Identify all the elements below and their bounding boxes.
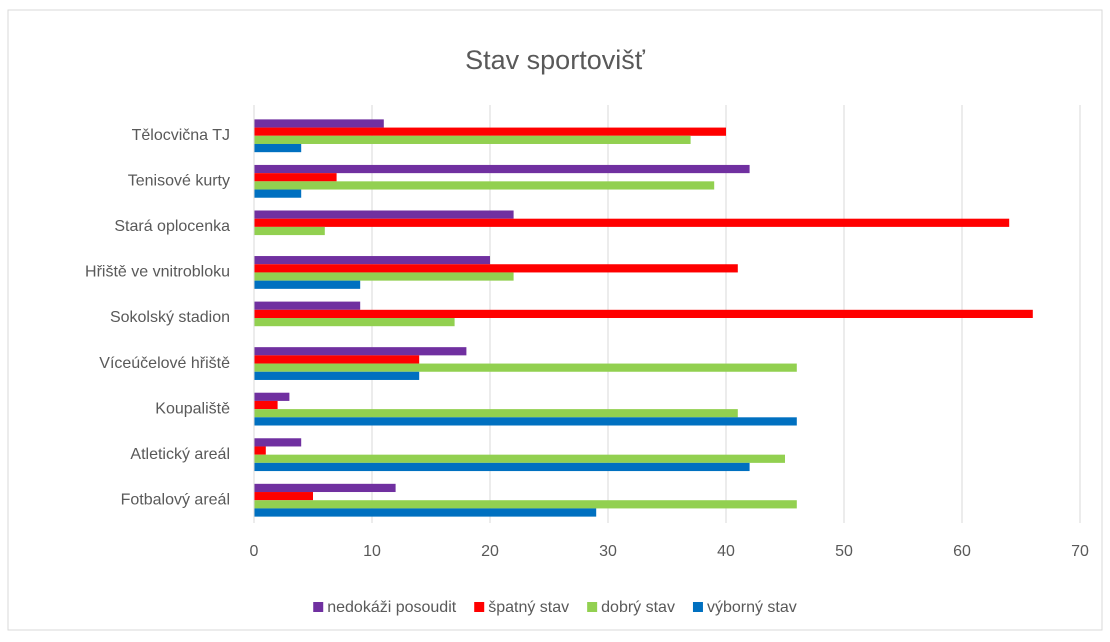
legend-label: výborný stav [707,599,797,616]
bar [254,500,797,509]
bar [254,355,420,364]
legend-swatch [692,602,703,612]
bar [254,135,691,144]
bar [254,483,396,493]
y-tick-label: Fotbalový areál [121,491,230,508]
bar [254,392,290,401]
bar [254,272,514,281]
legend-swatch [587,602,598,612]
x-tick-label: 20 [481,543,499,560]
bar [254,446,266,455]
bar [254,301,361,310]
bar [254,280,361,289]
chart-border [7,9,1103,631]
bar [254,143,302,153]
x-tick-label: 30 [599,543,617,560]
bar [254,164,750,174]
legend-label: špatný stav [488,599,569,616]
bar [254,409,738,418]
bar [254,218,1010,227]
bar [254,438,302,447]
bar [254,318,455,327]
y-tick-label: Stará oplocenka [114,218,230,235]
bar [254,400,278,410]
bar [254,181,715,190]
x-tick-label: 10 [363,543,381,560]
legend-label: dobrý stav [601,599,675,616]
bar [254,309,1033,318]
y-tick-label: Hřiště ve vnitrobloku [85,264,230,281]
bar [254,462,750,472]
bar [254,492,313,501]
bar [254,173,337,182]
bar [254,210,514,219]
x-tick-label: 50 [835,543,853,560]
bar [254,371,420,380]
y-tick-label: Koupaliště [155,400,230,417]
bar [254,264,738,273]
x-tick-label: 40 [717,543,735,560]
bar [254,119,384,128]
bar [254,226,325,236]
y-tick-label: Tělocvična TJ [132,127,230,144]
bar [254,417,797,426]
bar [254,127,726,136]
chart-title: Stav sportovišť [465,45,646,75]
legend-swatch [474,602,485,612]
legend-label: nedokáži posoudit [327,599,457,616]
y-tick-label: Sokolský stadion [110,309,230,326]
x-tick-label: 0 [250,543,259,560]
x-tick-label: 60 [953,543,971,560]
x-tick-label: 70 [1071,543,1089,560]
bar [254,189,302,198]
bar [254,363,797,372]
legend-swatch [313,602,324,612]
bar [254,256,490,265]
bar [254,347,467,356]
y-tick-label: Atletický areál [130,446,230,463]
bar [254,454,785,463]
y-tick-label: Tenisové kurty [128,173,230,190]
bar [254,508,597,517]
y-tick-label: Víceúčelové hřiště [99,355,230,372]
